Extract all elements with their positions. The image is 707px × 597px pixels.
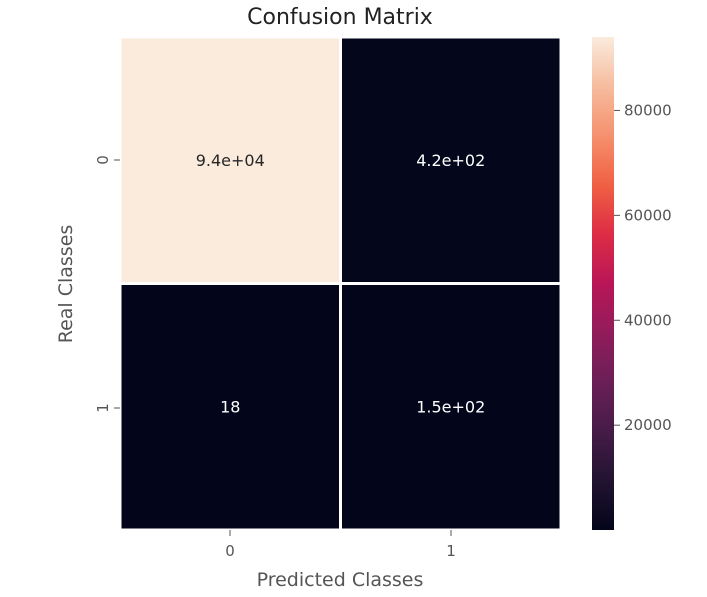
y-axis-label: Real Classes <box>55 225 77 344</box>
cell-annotation-0-1: 4.2e+02 <box>416 151 485 170</box>
cell-annotation-0-0: 9.4e+04 <box>196 151 265 170</box>
chart-title: Confusion Matrix <box>247 5 433 30</box>
cell-annotation-1-1: 1.5e+02 <box>416 397 485 416</box>
y-tick-label-1: 1 <box>94 403 112 413</box>
colorbar-tick-label-0: 20000 <box>624 416 672 434</box>
colorbar-tick-label-2: 60000 <box>624 206 672 224</box>
x-axis-label: Predicted Classes <box>257 569 424 591</box>
colorbar-ticks: 20000 40000 60000 80000 <box>614 101 672 434</box>
colorbar-tick-label-3: 80000 <box>624 101 672 119</box>
colorbar <box>592 37 614 530</box>
heatmap-cells: 9.4e+04 4.2e+02 18 1.5e+02 <box>118 35 563 532</box>
heatmap-cell-1-0 <box>118 282 342 532</box>
x-tick-label-0: 0 <box>225 542 235 560</box>
colorbar-tick-label-1: 40000 <box>624 311 672 329</box>
y-tick-label-0: 0 <box>94 155 112 165</box>
heatmap-cell-1-1 <box>339 282 563 532</box>
cell-annotation-1-0: 18 <box>220 397 240 416</box>
heatmap-cell-0-0 <box>118 35 342 285</box>
heatmap-cell-0-1 <box>339 35 563 285</box>
x-tick-label-1: 1 <box>446 542 456 560</box>
